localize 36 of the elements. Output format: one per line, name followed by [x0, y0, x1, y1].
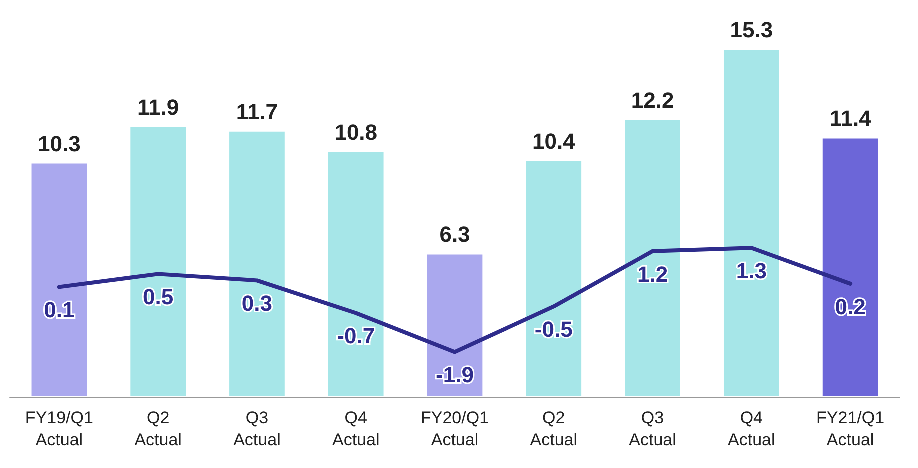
- bar: [624, 120, 682, 397]
- data-label: 0.5: [143, 284, 174, 310]
- data-label: -0.5: [534, 317, 573, 342]
- bar: [228, 130, 286, 397]
- bar: [722, 49, 780, 397]
- data-label: 11.9: [138, 94, 180, 120]
- bar: [130, 126, 188, 397]
- x-tick-label: FY20/Q1 Actual: [420, 408, 490, 450]
- data-label: 11.4: [830, 106, 872, 132]
- bar: [525, 160, 583, 397]
- data-label: 10.3: [38, 131, 81, 156]
- data-label: 0.2: [835, 294, 866, 320]
- data-label: 0.1: [44, 298, 75, 323]
- data-label: 6.3: [440, 222, 470, 248]
- x-tick-label: Q2 Actual: [530, 408, 578, 450]
- data-label: 1.2: [637, 262, 668, 287]
- data-label: 10.8: [334, 120, 378, 145]
- data-label: 1.3: [736, 258, 767, 284]
- bar: [327, 151, 385, 397]
- bar: [822, 138, 880, 397]
- x-tick-label: Q4 Actual: [332, 408, 380, 450]
- data-label: 15.3: [730, 18, 774, 43]
- data-label: 12.2: [631, 88, 674, 114]
- x-tick-label: Q3 Actual: [629, 408, 676, 450]
- x-tick-label: FY21/Q1 Actual: [816, 408, 885, 450]
- data-label: -1.9: [436, 362, 474, 388]
- bar: [30, 162, 88, 397]
- data-label: -0.7: [337, 324, 376, 349]
- data-label: 11.7: [236, 99, 278, 124]
- data-label: 10.4: [532, 128, 576, 154]
- x-tick-label: Q4 Actual: [728, 408, 776, 450]
- bar: [426, 254, 484, 397]
- x-tick-label: FY19/Q1 Actual: [25, 408, 94, 450]
- x-tick-label: Q2 Actual: [134, 408, 182, 450]
- x-tick-label: Q3 Actual: [234, 408, 281, 450]
- data-label: 0.3: [242, 291, 273, 316]
